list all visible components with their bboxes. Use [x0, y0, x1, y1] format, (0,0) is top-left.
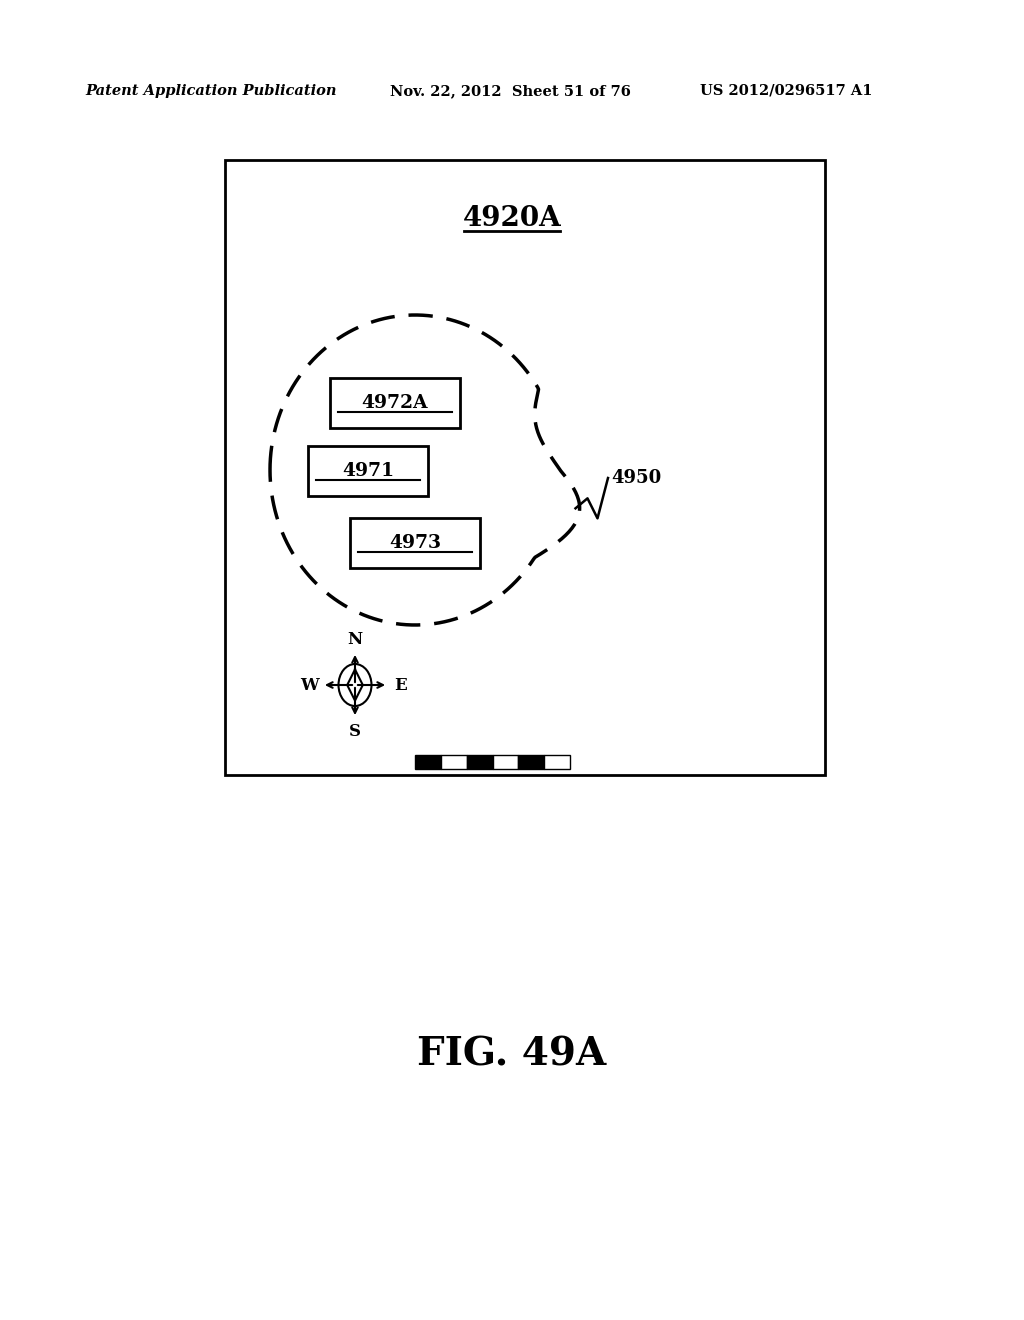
- Bar: [308, 446, 428, 496]
- Text: 4950: 4950: [611, 469, 662, 487]
- Bar: [330, 378, 460, 428]
- Bar: [415, 755, 441, 770]
- Text: 4920A: 4920A: [463, 205, 561, 231]
- Bar: [518, 755, 544, 770]
- Text: 4973: 4973: [389, 535, 441, 552]
- Bar: [441, 755, 467, 770]
- Bar: [225, 160, 825, 775]
- Bar: [544, 755, 570, 770]
- Bar: [493, 755, 518, 770]
- Bar: [467, 755, 493, 770]
- Ellipse shape: [339, 664, 372, 706]
- Text: E: E: [394, 676, 408, 693]
- Text: FIG. 49A: FIG. 49A: [418, 1036, 606, 1074]
- Text: N: N: [347, 631, 362, 648]
- Text: US 2012/0296517 A1: US 2012/0296517 A1: [700, 84, 872, 98]
- Text: 4972A: 4972A: [361, 393, 428, 412]
- Text: Nov. 22, 2012  Sheet 51 of 76: Nov. 22, 2012 Sheet 51 of 76: [390, 84, 631, 98]
- Text: Patent Application Publication: Patent Application Publication: [85, 84, 337, 98]
- Bar: [350, 517, 480, 568]
- Text: S: S: [349, 722, 361, 739]
- Text: W: W: [300, 676, 318, 693]
- Text: 4971: 4971: [342, 462, 394, 480]
